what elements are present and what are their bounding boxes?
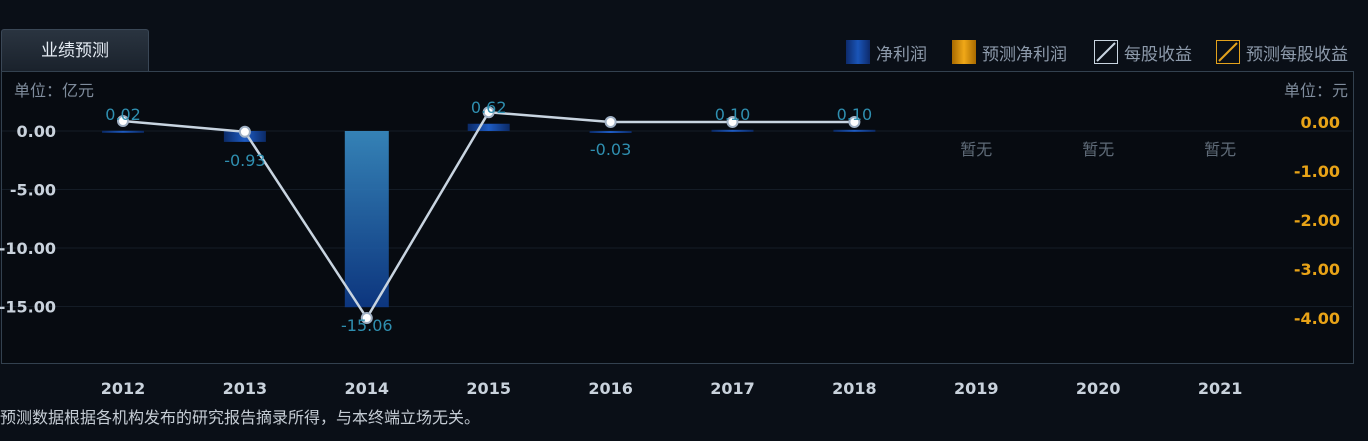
disclaimer-footnote: 预测数据根据各机构发布的研究报告摘录所得，与本终端立场无关。 (0, 408, 481, 427)
eps-point (726, 116, 739, 128)
value-label: 暂无 (1082, 140, 1114, 159)
net-profit-swatch-icon (846, 40, 870, 64)
net-profit-bar (833, 129, 876, 132)
legend-forecast-net-profit[interactable]: 预测净利润 (952, 40, 1067, 65)
value-label: -0.93 (224, 151, 265, 170)
net-profit-bar (589, 131, 632, 133)
left-axis-tick: 0.00 (17, 122, 56, 141)
value-label: 0.02 (105, 105, 141, 124)
legend-label: 预测每股收益 (1246, 44, 1348, 65)
eps-point (360, 312, 373, 324)
net-profit-bar (102, 130, 144, 133)
eps-point (482, 106, 495, 119)
net-profit-bar (467, 123, 510, 131)
left-axis-tick: -5.00 (10, 181, 56, 200)
left-unit-label: 单位：亿元 (14, 81, 94, 100)
left-axis-tick: -10.00 (0, 239, 56, 258)
x-axis-tick: 2012 (101, 379, 146, 398)
x-axis-tick: 2019 (954, 379, 999, 398)
eps-point (604, 116, 617, 128)
legend-eps[interactable]: 每股收益 (1094, 40, 1192, 65)
legend-forecast-eps[interactable]: 预测每股收益 (1216, 40, 1348, 65)
x-axis-tick: 2014 (345, 379, 390, 398)
value-label: 0.10 (715, 105, 751, 124)
legend-label: 预测净利润 (982, 44, 1067, 65)
value-label: 暂无 (1204, 140, 1236, 159)
right-axis-tick: -2.00 (1294, 211, 1340, 230)
right-axis-tick: -4.00 (1294, 309, 1340, 328)
x-axis-tick: 2016 (588, 379, 633, 398)
value-label: -15.06 (341, 316, 393, 335)
eps-point (238, 125, 251, 138)
eps-point (848, 116, 861, 128)
right-axis-tick: 0.00 (1301, 113, 1340, 132)
value-label: 0.10 (837, 105, 873, 124)
value-label: -0.03 (590, 140, 631, 159)
value-label: 暂无 (960, 140, 992, 159)
right-axis-tick: -1.00 (1294, 162, 1340, 181)
legend-net-profit[interactable]: 净利润 (846, 40, 927, 65)
x-axis-tick: 2021 (1198, 379, 1243, 398)
right-axis-tick: -3.00 (1294, 260, 1340, 279)
forecast-net-profit-swatch-icon (952, 40, 976, 64)
eps-swatch-icon (1094, 40, 1118, 64)
x-axis-tick: 2017 (710, 379, 755, 398)
left-axis-tick: -15.00 (0, 298, 56, 317)
x-axis-tick: 2020 (1076, 379, 1121, 398)
x-axis-tick: 2018 (832, 379, 877, 398)
legend-label: 每股收益 (1124, 44, 1192, 65)
tab-performance-forecast[interactable]: 业绩预测 (1, 29, 149, 71)
x-axis-tick: 2013 (223, 379, 268, 398)
right-unit-label: 单位：元 (1284, 81, 1348, 100)
value-label: 0.62 (471, 98, 507, 117)
legend-label: 净利润 (876, 44, 927, 65)
x-axis-tick: 2015 (466, 379, 511, 398)
eps-point (117, 115, 129, 128)
forecast-eps-swatch-icon (1216, 40, 1240, 64)
net-profit-bar (344, 131, 389, 308)
eps-line (122, 110, 855, 321)
net-profit-bar (711, 129, 754, 132)
chart-panel (1, 71, 1354, 364)
